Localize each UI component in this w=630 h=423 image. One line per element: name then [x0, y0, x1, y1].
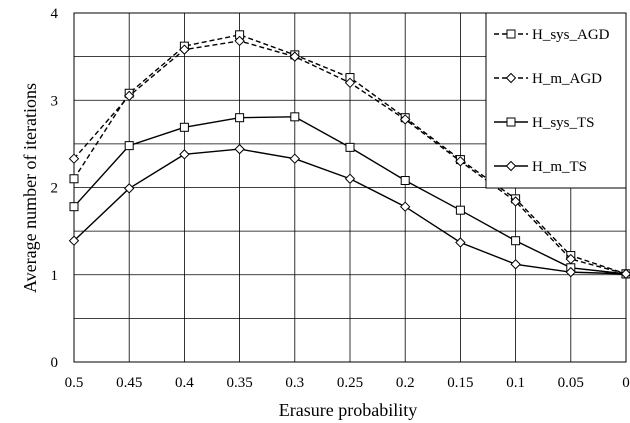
legend-box [485, 12, 627, 189]
x-tick-label: 0.2 [396, 375, 415, 391]
data-point-marker [510, 259, 521, 270]
data-point-marker [179, 44, 190, 55]
data-point-marker [68, 235, 80, 246]
data-point-marker [234, 35, 245, 47]
data-point-marker [399, 201, 411, 212]
data-point-marker [344, 77, 356, 89]
data-point-marker [400, 176, 410, 186]
series-4 [68, 143, 630, 280]
data-point-marker [235, 113, 245, 123]
series-line [73, 34, 627, 275]
y-tick-label: 1 [51, 268, 59, 284]
data-point-marker [289, 153, 301, 164]
data-point-marker [565, 266, 577, 278]
legend-swatch-marker [505, 72, 517, 84]
y-tick-label: 2 [51, 181, 59, 197]
legend-swatch-marker [505, 160, 517, 172]
legend-item: H_m_TS [494, 159, 587, 175]
x-tick-label: 0.15 [447, 375, 473, 391]
legend-label: H_sys_TS [532, 115, 595, 131]
data-point-marker [290, 112, 300, 122]
data-point-marker [455, 205, 465, 215]
y-tick-label: 4 [51, 6, 59, 22]
x-tick-label: 0.35 [226, 375, 252, 391]
data-point-marker [123, 183, 135, 194]
legend: H_sys_AGD H_m_AGD H_sys_TS H_m_TS [485, 12, 627, 189]
x-axis-ticks: 0.5 0.45 0.4 0.35 0.3 0.25 0.2 0.15 0.1 0.05 0 [65, 375, 630, 391]
legend-label: H_sys_AGD [532, 27, 610, 43]
data-point-marker [68, 153, 80, 164]
legend-item: H_m_AGD [494, 71, 602, 87]
x-tick-label: 0.3 [285, 375, 304, 391]
x-tick-label: 0.5 [65, 375, 84, 391]
y-axis-title: Average number of iterations [20, 83, 40, 293]
data-point-marker [124, 141, 134, 151]
y-tick-label: 3 [51, 93, 59, 109]
data-point-marker [234, 143, 245, 155]
x-tick-label: 0.45 [116, 375, 142, 391]
x-axis-title: Erasure probability [279, 400, 417, 420]
data-point-marker [289, 51, 301, 62]
x-tick-label: 0.25 [337, 375, 363, 391]
legend-label: H_m_TS [532, 159, 587, 175]
data-point-marker [69, 174, 79, 184]
x-tick-label: 0 [622, 375, 630, 391]
data-point-marker [345, 142, 355, 152]
data-point-marker [344, 173, 356, 184]
data-point-marker [179, 149, 190, 160]
legend-swatch-marker [506, 29, 516, 39]
legend-item: H_sys_AGD [494, 27, 610, 43]
series-2 [68, 35, 630, 280]
data-point-marker [399, 114, 411, 125]
data-point-marker [455, 156, 466, 167]
y-tick-label: 0 [51, 355, 59, 371]
data-point-marker [455, 237, 466, 248]
data-point-marker [179, 122, 189, 132]
legend-item: H_sys_TS [494, 115, 595, 131]
x-tick-label: 0.05 [558, 375, 584, 391]
data-point-marker [511, 236, 521, 246]
y-axis-ticks: 0 1 2 3 4 [51, 6, 59, 371]
legend-swatch-marker [506, 117, 516, 127]
data-point-marker [123, 90, 135, 102]
data-point-marker [510, 196, 521, 207]
x-tick-label: 0.4 [175, 375, 194, 391]
legend-label: H_m_AGD [532, 71, 602, 87]
x-tick-label: 0.1 [506, 375, 525, 391]
data-point-marker [69, 202, 79, 212]
data-point-marker [620, 268, 630, 280]
series-layer [68, 30, 630, 280]
